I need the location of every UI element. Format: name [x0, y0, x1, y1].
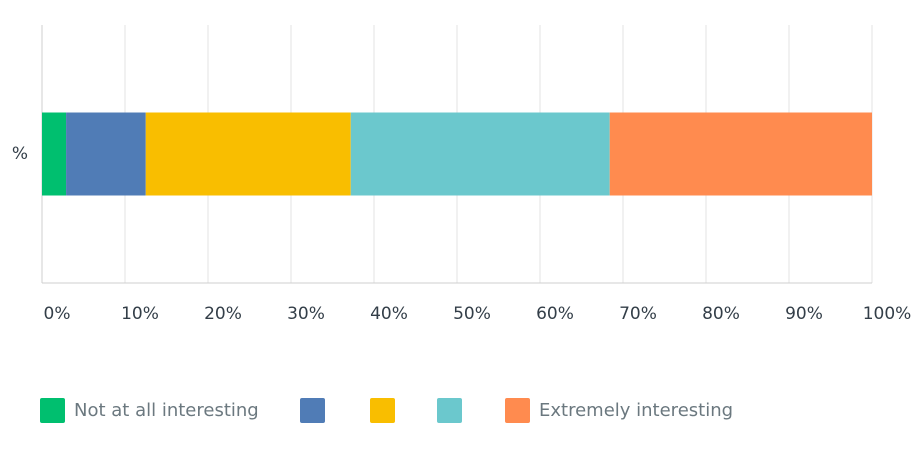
x-tick-label: 30% — [287, 304, 325, 324]
x-tick-label: 20% — [204, 304, 242, 324]
x-tick-label: 60% — [536, 304, 574, 324]
legend-swatch — [300, 398, 325, 423]
x-tick-label: 50% — [453, 304, 491, 324]
x-tick-label: 90% — [785, 304, 823, 324]
x-tick-label: 40% — [370, 304, 408, 324]
x-tick-label: 10% — [121, 304, 159, 324]
legend-label: Not at all interesting — [74, 400, 259, 421]
x-tick-label: 80% — [702, 304, 740, 324]
x-tick-label: 100% — [863, 304, 912, 324]
legend-swatch — [437, 398, 462, 423]
bar-segment — [145, 112, 351, 196]
x-tick-label: 0% — [44, 304, 71, 324]
x-tick-label: 70% — [619, 304, 657, 324]
bar-segment — [350, 112, 610, 196]
legend-swatch — [505, 398, 530, 423]
bar-segment — [66, 112, 146, 196]
legend-label: Extremely interesting — [539, 400, 733, 421]
legend-swatch — [370, 398, 395, 423]
y-tick-label: % — [12, 144, 28, 164]
legend-swatch — [40, 398, 65, 423]
bar-segment — [42, 112, 67, 196]
bar-segment — [609, 112, 872, 196]
